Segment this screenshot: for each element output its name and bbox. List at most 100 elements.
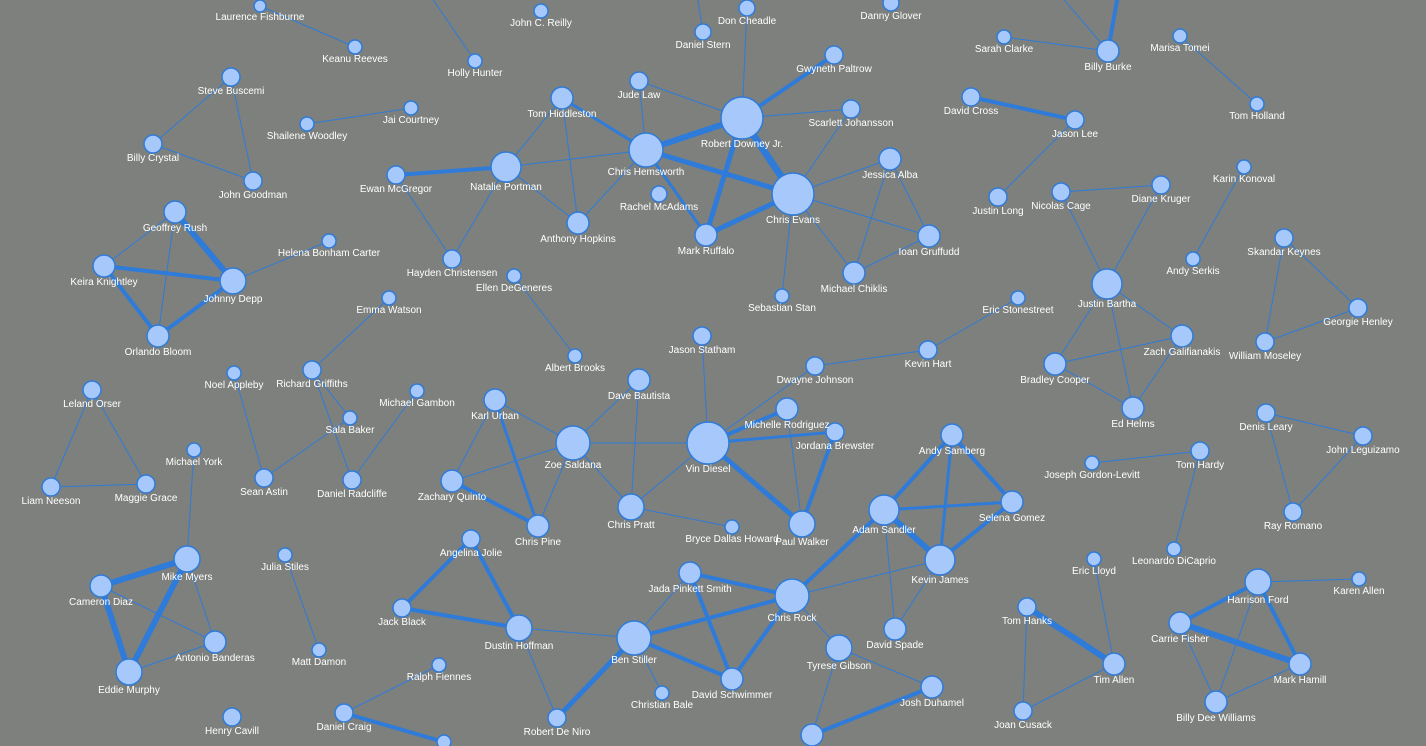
node-cage[interactable]: [1051, 182, 1071, 202]
node-kjames[interactable]: [924, 544, 956, 576]
node-mcgregor[interactable]: [386, 165, 406, 185]
node-goodman[interactable]: [243, 171, 263, 191]
node-keira[interactable]: [92, 254, 116, 278]
node-fiennes[interactable]: [431, 657, 447, 673]
node-woodley[interactable]: [299, 116, 315, 132]
node-emma[interactable]: [381, 290, 397, 306]
node-tomhardy[interactable]: [1190, 441, 1210, 461]
node-galifianakis[interactable]: [1170, 324, 1194, 348]
node-cheadle[interactable]: [738, 0, 756, 17]
node-jude[interactable]: [629, 71, 649, 91]
node-york[interactable]: [186, 442, 202, 458]
node-hamill[interactable]: [1288, 652, 1312, 676]
node-jackblack[interactable]: [392, 598, 412, 618]
node-hemsworth[interactable]: [628, 132, 664, 168]
node-neeson[interactable]: [41, 477, 61, 497]
node-hanks[interactable]: [1017, 597, 1037, 617]
node-walker[interactable]: [788, 510, 816, 538]
node-bonham[interactable]: [321, 233, 337, 249]
node-karen[interactable]: [1351, 571, 1367, 587]
node-chiklis[interactable]: [842, 261, 866, 285]
node-urban[interactable]: [483, 388, 507, 412]
node-pratt[interactable]: [617, 493, 645, 521]
node-bartha[interactable]: [1091, 268, 1123, 300]
node-hiddleston[interactable]: [550, 86, 574, 110]
node-evans[interactable]: [771, 172, 815, 216]
node-glover[interactable]: [882, 0, 900, 12]
node-clarke[interactable]: [996, 29, 1012, 45]
node-rodriguez[interactable]: [775, 397, 799, 421]
node-angelina[interactable]: [461, 529, 481, 549]
node-scarlett[interactable]: [841, 99, 861, 119]
node-mcadams[interactable]: [650, 185, 668, 203]
node-alba[interactable]: [878, 147, 902, 171]
node-tomei[interactable]: [1172, 28, 1188, 44]
node-samberg[interactable]: [940, 423, 964, 447]
node-banderas[interactable]: [203, 630, 227, 654]
node-pine[interactable]: [526, 514, 550, 538]
node-hopkins[interactable]: [566, 211, 590, 235]
node-gomez[interactable]: [1000, 490, 1024, 514]
node-keanu[interactable]: [347, 39, 363, 55]
node-laurence[interactable]: [253, 0, 267, 13]
node-crystal[interactable]: [143, 134, 163, 154]
node-griffiths[interactable]: [302, 360, 322, 380]
node-henley[interactable]: [1348, 298, 1368, 318]
node-gibson[interactable]: [825, 634, 853, 662]
node-sandler[interactable]: [868, 494, 900, 526]
node-portman[interactable]: [490, 151, 522, 183]
node-konoval[interactable]: [1236, 159, 1252, 175]
node-pinkett[interactable]: [678, 561, 702, 585]
node-diesel[interactable]: [686, 421, 730, 465]
node-spade[interactable]: [883, 617, 907, 641]
node-appleby[interactable]: [226, 365, 242, 381]
node-stonestreet[interactable]: [1010, 290, 1026, 306]
node-duhamel[interactable]: [920, 675, 944, 699]
node-craig[interactable]: [334, 703, 354, 723]
node-billydee[interactable]: [1204, 690, 1228, 714]
node-dicaprio[interactable]: [1166, 541, 1182, 557]
node-bryce[interactable]: [724, 519, 740, 535]
node-astin[interactable]: [254, 468, 274, 488]
node-radcliffe[interactable]: [342, 470, 362, 490]
node-rock[interactable]: [774, 578, 810, 614]
node-ford[interactable]: [1244, 568, 1272, 596]
node-brewster[interactable]: [825, 422, 845, 442]
node-orlando[interactable]: [146, 324, 170, 348]
node-holland[interactable]: [1249, 96, 1265, 112]
node-edge1[interactable]: [800, 723, 824, 746]
node-stiles[interactable]: [277, 547, 293, 563]
node-leary[interactable]: [1256, 403, 1276, 423]
node-myers[interactable]: [173, 545, 201, 573]
node-moseley[interactable]: [1255, 332, 1275, 352]
node-bautista[interactable]: [627, 368, 651, 392]
node-eddie[interactable]: [115, 658, 143, 686]
node-hayden[interactable]: [442, 249, 462, 269]
node-cameron[interactable]: [89, 574, 113, 598]
node-skandar[interactable]: [1274, 228, 1294, 248]
node-quinto[interactable]: [440, 469, 464, 493]
node-leguizamo[interactable]: [1353, 426, 1373, 446]
node-dwayne[interactable]: [805, 356, 825, 376]
node-helms[interactable]: [1121, 396, 1145, 420]
node-baker[interactable]: [342, 410, 358, 426]
node-lloyd[interactable]: [1086, 551, 1102, 567]
node-jasonlee[interactable]: [1065, 110, 1085, 130]
node-orser[interactable]: [82, 380, 102, 400]
node-schwimmer[interactable]: [720, 667, 744, 691]
node-geoffrey[interactable]: [163, 200, 187, 224]
node-hart[interactable]: [918, 340, 938, 360]
node-stiller[interactable]: [616, 620, 652, 656]
node-deniro[interactable]: [547, 708, 567, 728]
node-cavill[interactable]: [222, 707, 242, 727]
node-brooks[interactable]: [567, 348, 583, 364]
node-burke[interactable]: [1096, 39, 1120, 63]
node-cusack[interactable]: [1013, 701, 1033, 721]
node-hoffman[interactable]: [505, 614, 533, 642]
node-romano[interactable]: [1283, 502, 1303, 522]
node-ellen[interactable]: [506, 268, 522, 284]
node-stern[interactable]: [694, 23, 712, 41]
node-paltrow[interactable]: [824, 45, 844, 65]
node-holly[interactable]: [467, 53, 483, 69]
node-justinlong[interactable]: [988, 187, 1008, 207]
